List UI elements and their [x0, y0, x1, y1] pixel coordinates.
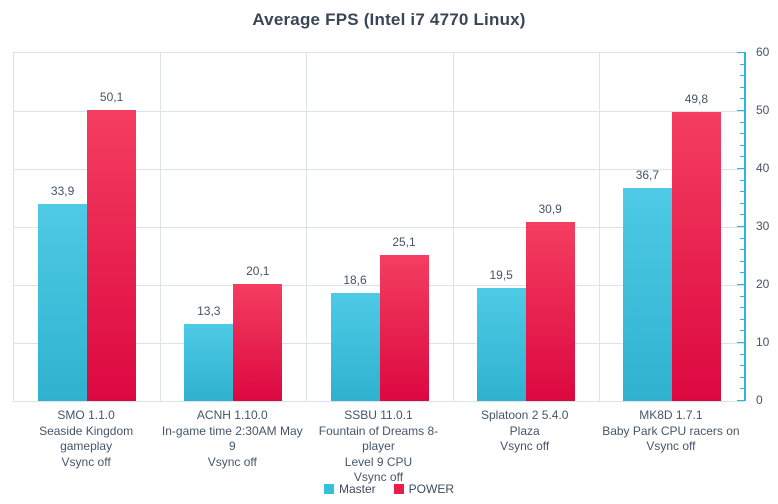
category-label-line: Vsync off	[61, 454, 111, 469]
chart-legend: Master POWER	[0, 482, 778, 496]
category-label-line: Fountain of Dreams 8-player	[318, 423, 439, 454]
legend-label: Master	[338, 482, 376, 496]
y-tick-label: 60	[756, 45, 770, 59]
bar-master	[330, 293, 380, 401]
category-label-line: Baby Park CPU racers on	[602, 423, 740, 438]
category-label-line: SMO 1.1.0	[57, 408, 115, 422]
bar-value-label: 33,9	[50, 184, 75, 199]
bar-power	[233, 284, 283, 401]
bar-master	[622, 188, 672, 401]
bar-master	[184, 323, 234, 401]
category-label: MK8D 1.7.1 Baby Park CPU racers on Vsync o…	[598, 408, 744, 455]
y-tick-minor	[740, 156, 744, 158]
y-tick-major	[737, 226, 744, 227]
y-tick-minor	[740, 318, 744, 320]
y-tick-minor	[740, 202, 744, 204]
y-tick-label: 30	[756, 219, 770, 233]
y-tick-minor	[740, 75, 744, 77]
y-tick-minor	[740, 295, 744, 297]
y-tick-minor	[740, 330, 744, 332]
gridline-vertical	[598, 53, 600, 401]
bar-master	[476, 287, 526, 401]
bar-master	[38, 204, 88, 401]
category-label-line: Splatoon 2 5.4.0	[480, 408, 569, 422]
gridline-horizontal	[14, 111, 745, 112]
y-tick-label: 20	[756, 277, 770, 291]
y-tick-major	[737, 168, 744, 169]
y-tick-minor	[740, 121, 744, 123]
bar-value-label: 19,5	[489, 267, 513, 282]
y-tick-label: 10	[756, 335, 770, 349]
category-label: ACNH 1.10.0 In-game time 2:30AM May 9 Vsyn…	[159, 408, 305, 470]
legend-item-power: POWER	[393, 482, 455, 496]
bar-value-label: 18,6	[343, 273, 367, 288]
legend-swatch-power	[393, 484, 404, 494]
chart-title: Average FPS (Intel i7 4770 Linux)	[252, 10, 526, 29]
plot-area: 33,9 50,1 13,3 20,1 18,6 25,1 19,5 30,9 36,7 49,8	[13, 52, 745, 402]
bar-value-label: 36,7	[635, 168, 660, 183]
bar-power	[525, 221, 575, 401]
gridline-horizontal	[14, 227, 745, 228]
category-label-line: Level 9 CPU	[344, 454, 413, 469]
y-tick-major	[737, 52, 744, 53]
y-tick-major	[737, 400, 744, 401]
bar-value-label: 25,1	[392, 235, 416, 250]
y-tick-minor	[740, 179, 744, 181]
y-tick-minor	[740, 214, 744, 216]
legend-item-master: Master	[323, 482, 376, 496]
gridline-vertical	[452, 53, 454, 401]
y-tick-major	[737, 110, 744, 111]
category-label-line: In-game time 2:30AM May 9	[161, 423, 303, 454]
y-tick-minor	[740, 191, 744, 193]
y-tick-major	[737, 284, 744, 285]
bar-power	[87, 110, 137, 401]
y-tick-minor	[740, 272, 744, 274]
y-tick-minor	[740, 365, 744, 367]
legend-label: POWER	[408, 482, 455, 496]
category-label-line: MK8D 1.7.1	[639, 408, 703, 422]
category-label: SMO 1.1.0 Seaside Kingdom gameplay Vsync o…	[13, 408, 159, 470]
y-axis-line	[744, 52, 746, 401]
category-label-line: Plaza	[509, 423, 540, 438]
gridline-vertical	[160, 53, 162, 401]
category-label-line: Seaside Kingdom gameplay	[39, 423, 134, 454]
y-tick-minor	[740, 98, 744, 100]
bar-value-label: 20,1	[246, 264, 270, 279]
category-label-line: SSBU 11.0.1	[344, 408, 413, 422]
category-label: SSBU 11.0.1 Fountain of Dreams 8-player Le…	[305, 408, 451, 486]
category-label-line: ACNH 1.10.0	[196, 408, 268, 422]
y-tick-minor	[740, 86, 744, 88]
bar-value-label: 13,3	[197, 303, 221, 318]
y-tick-minor	[740, 249, 744, 251]
y-tick-label: 40	[756, 161, 770, 175]
gridline-vertical	[306, 53, 308, 401]
y-tick-minor	[740, 63, 744, 65]
gridline-horizontal	[14, 169, 745, 170]
y-tick-label: 0	[756, 393, 763, 407]
category-label-line: Vsync off	[646, 439, 696, 453]
y-tick-minor	[740, 133, 744, 135]
bar-value-label: 30,9	[538, 201, 562, 216]
y-tick-minor	[740, 144, 744, 146]
bar-power	[379, 255, 429, 401]
y-tick-minor	[740, 307, 744, 309]
y-tick-major	[737, 342, 744, 343]
category-label-line: Vsync off	[500, 439, 550, 453]
category-label-line: Vsync off	[353, 470, 404, 484]
y-tick-minor	[740, 353, 744, 355]
y-tick-minor	[740, 376, 744, 378]
category-label-line: Vsync off	[207, 454, 257, 469]
bar-value-label: 49,8	[684, 92, 709, 107]
y-tick-minor	[740, 388, 744, 390]
bar-power	[671, 112, 721, 401]
y-tick-minor	[740, 237, 744, 239]
legend-swatch-master	[323, 484, 334, 494]
bar-value-label: 50,1	[99, 90, 124, 105]
y-tick-minor	[740, 260, 744, 262]
category-label: Splatoon 2 5.4.0 Plaza Vsync off	[452, 408, 598, 455]
y-tick-label: 50	[756, 103, 770, 117]
